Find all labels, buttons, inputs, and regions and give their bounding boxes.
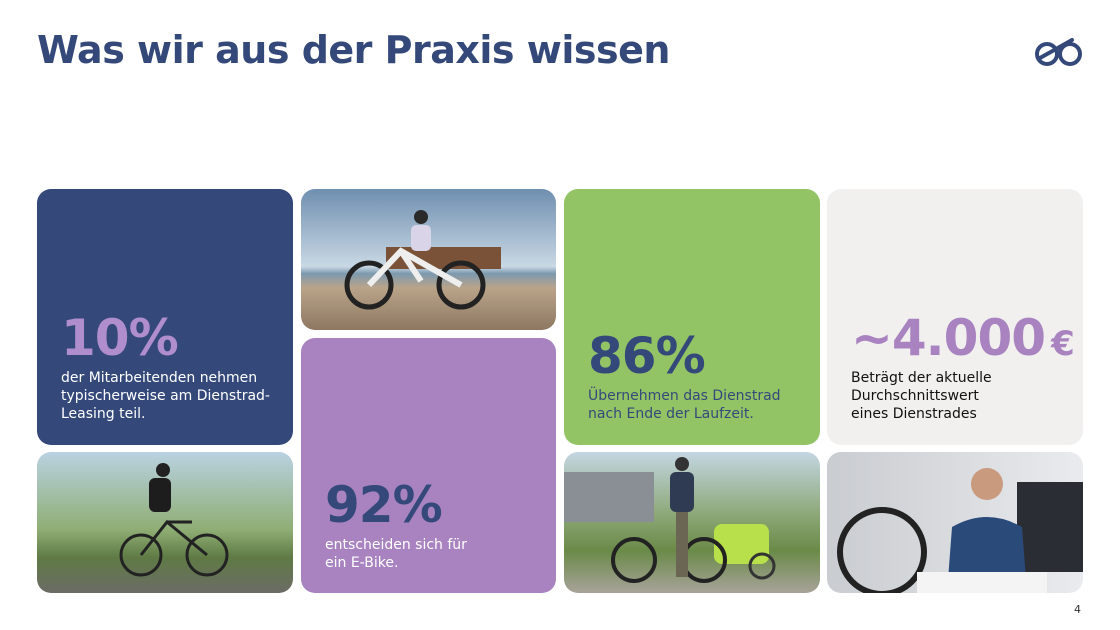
text-line: nach Ende der Laufzeit. bbox=[588, 406, 754, 422]
photo bbox=[827, 452, 1083, 593]
text-line: ein E-Bike. bbox=[325, 555, 399, 571]
stat-text: entscheiden sich für ein E-Bike. bbox=[325, 536, 467, 572]
photo bbox=[37, 452, 293, 593]
stat-value: 10% bbox=[61, 309, 179, 367]
stat-value: 92% bbox=[325, 476, 443, 534]
slide-title: Was wir aus der Praxis wissen bbox=[37, 28, 670, 72]
stat-text: der Mitarbeitenden nehmen typischerweise … bbox=[61, 369, 270, 423]
text-line: Übernehmen das Dienstrad bbox=[588, 388, 781, 404]
logo bbox=[1035, 38, 1082, 66]
text-line: typischerweise am Dienstrad- bbox=[61, 388, 270, 404]
text-line: Beträgt der aktuelle bbox=[851, 370, 992, 386]
stat-card: 86% Übernehmen das Dienstrad nach Ende de… bbox=[564, 189, 820, 445]
stat-number: ~4.000 bbox=[851, 309, 1046, 367]
text-line: der Mitarbeitenden nehmen bbox=[61, 370, 258, 386]
photo bbox=[564, 452, 820, 593]
stat-unit: € bbox=[1051, 324, 1075, 364]
page-number: 4 bbox=[1074, 603, 1081, 616]
stat-card: 92% entscheiden sich für ein E-Bike. bbox=[301, 338, 556, 593]
stat-text: Beträgt der aktuelle Durchschnittswert ein… bbox=[851, 369, 992, 423]
stat-value: ~4.000 € bbox=[851, 309, 1075, 367]
stat-value: 86% bbox=[588, 327, 706, 385]
stat-text: Übernehmen das Dienstrad nach Ende der La… bbox=[588, 387, 781, 423]
text-line: entscheiden sich für bbox=[325, 537, 467, 553]
stat-card: ~4.000 € Beträgt der aktuelle Durchschnitt… bbox=[827, 189, 1083, 445]
text-line: eines Dienstrades bbox=[851, 406, 977, 422]
photo bbox=[301, 189, 556, 330]
text-line: Leasing teil. bbox=[61, 406, 146, 422]
text-line: Durchschnittswert bbox=[851, 388, 979, 404]
stat-card: 10% der Mitarbeitenden nehmen typischerwe… bbox=[37, 189, 293, 445]
